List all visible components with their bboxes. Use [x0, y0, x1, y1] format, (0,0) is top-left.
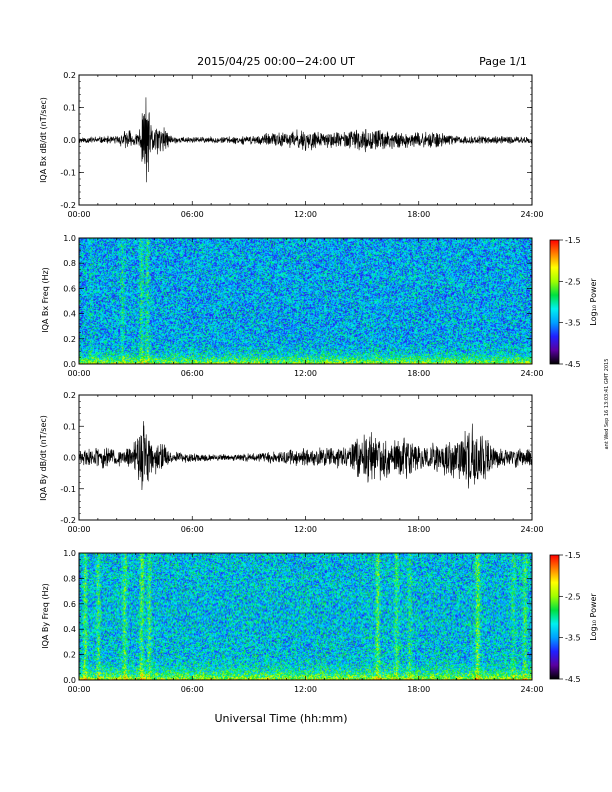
x-tick-label: 18:00 — [407, 525, 430, 534]
by-dbdt-ylabel: IQA By dB/dt (nT/sec) — [39, 415, 48, 501]
x-tick-label: 24:00 — [520, 369, 543, 378]
x-tick-label: 12:00 — [294, 685, 317, 694]
y-tick-label: 0.6 — [63, 600, 76, 609]
x-tick-label: 12:00 — [294, 210, 317, 219]
dbdt-series-line — [78, 97, 533, 183]
x-tick-label: 00:00 — [67, 210, 90, 219]
y-tick-label: 1.0 — [63, 549, 76, 558]
colorbar-tick-label: -2.5 — [565, 592, 581, 601]
bx-spectrogram-ylabel: IQA Bx Freq (Hz) — [41, 267, 50, 333]
bx-dbdt-axes: 00:00 06:00 12:00 18:00 24:00 0.2 0.1 0.0 -0.1 -0… — [60, 71, 543, 219]
x-tick-label: 18:00 — [407, 685, 430, 694]
y-tick-label: 0.0 — [63, 676, 76, 685]
colorbar-bx-label: Log₁₀ Power — [589, 278, 598, 326]
x-tick-label: 24:00 — [520, 525, 543, 534]
colorbar-tick-label: -4.5 — [565, 360, 581, 369]
x-tick-label: 18:00 — [407, 210, 430, 219]
x-tick-label: 18:00 — [407, 369, 430, 378]
x-tick-label: 24:00 — [520, 210, 543, 219]
y-tick-label: 0.0 — [63, 136, 76, 145]
x-tick-label: 06:00 — [181, 525, 204, 534]
y-tick-label: -0.2 — [60, 201, 76, 210]
x-tick-label: 00:00 — [67, 525, 90, 534]
x-tick-label: 00:00 — [67, 369, 90, 378]
y-tick-label: 0.2 — [63, 651, 76, 660]
y-tick-label: 0.2 — [63, 391, 76, 400]
panel-bx-spectrogram: 00:00 06:00 12:00 18:00 24:00 1.0 0.8 0.6 0.4 0.2… — [41, 234, 544, 378]
panel-by-dbdt: 00:00 06:00 12:00 18:00 24:00 0.2 0.1 0.0 -0.1 -0… — [39, 391, 544, 534]
x-tick-label: 12:00 — [294, 369, 317, 378]
y-tick-label: 0.4 — [63, 625, 76, 634]
y-tick-label: -0.1 — [60, 169, 76, 178]
colorbar-bx-ticks: -1.5 -2.5 -3.5 -4.5 — [559, 236, 581, 369]
panel-bx-dbdt: 00:00 06:00 12:00 18:00 24:00 0.2 0.1 0.0 -0.1 -0… — [39, 71, 544, 219]
colorbar-tick-label: -2.5 — [565, 277, 581, 286]
bx-spectrogram-axes: 00:00 06:00 12:00 18:00 24:00 1.0 0.8 0.6 0.4 0.2… — [63, 234, 543, 378]
by-dbdt-trace — [78, 421, 533, 490]
x-tick-label: 06:00 — [181, 369, 204, 378]
colorbar-by-label: Log₁₀ Power — [589, 593, 598, 641]
bx-dbdt-ylabel: IQA Bx dB/dt (nT/sec) — [39, 97, 48, 183]
colorbar-tick-label: -1.5 — [565, 551, 581, 560]
colorbar-by-gradient — [549, 554, 560, 680]
side-stamp: ant Wed Sep 16 13:03:41 GMT 2015 — [604, 359, 610, 450]
x-axis-label: Universal Time (hh:mm) — [215, 712, 348, 725]
by-dbdt-axes: 00:00 06:00 12:00 18:00 24:00 0.2 0.1 0.0 -0.1 -0… — [60, 391, 543, 534]
bx-spectrogram-image — [79, 238, 532, 364]
colorbar-tick-label: -3.5 — [565, 634, 581, 643]
colorbar-tick-label: -4.5 — [565, 675, 581, 684]
y-tick-label: 1.0 — [63, 234, 76, 243]
x-tick-label: 00:00 — [67, 685, 90, 694]
colorbar-bx: -1.5 -2.5 -3.5 -4.5 Log₁₀ Power — [549, 236, 598, 369]
colorbar-by: -1.5 -2.5 -3.5 -4.5 Log₁₀ Power — [549, 551, 598, 684]
y-tick-label: 0.1 — [63, 104, 76, 113]
x-tick-label: 12:00 — [294, 525, 317, 534]
x-tick-label: 24:00 — [520, 685, 543, 694]
figure-title: 2015/04/25 00:00−24:00 UT — [197, 55, 355, 68]
by-spectrogram-ylabel: IQA By Freq (Hz) — [41, 583, 50, 649]
page-indicator: Page 1/1 — [479, 55, 527, 68]
colorbar-tick-label: -3.5 — [565, 319, 581, 328]
y-tick-label: 0.4 — [63, 310, 76, 319]
by-spectrogram-image — [79, 553, 532, 680]
y-tick-label: -0.2 — [60, 516, 76, 525]
colorbar-tick-label: -1.5 — [565, 236, 581, 245]
colorbar-bx-gradient — [549, 239, 560, 365]
colorbar-by-ticks: -1.5 -2.5 -3.5 -4.5 — [559, 551, 581, 684]
y-tick-label: 0.0 — [63, 360, 76, 369]
y-tick-label: 0.1 — [63, 422, 76, 431]
bx-dbdt-trace — [78, 97, 533, 183]
panel-by-spectrogram: 00:00 06:00 12:00 18:00 24:00 1.0 0.8 0.6 0.4 0.2… — [41, 549, 544, 694]
y-tick-label: 0.0 — [63, 454, 76, 463]
y-tick-label: 0.2 — [63, 335, 76, 344]
y-tick-label: 0.8 — [63, 574, 76, 583]
x-tick-label: 06:00 — [181, 685, 204, 694]
y-tick-label: -0.1 — [60, 485, 76, 494]
y-tick-label: 0.6 — [63, 284, 76, 293]
x-tick-label: 06:00 — [181, 210, 204, 219]
by-spectrogram-axes: 00:00 06:00 12:00 18:00 24:00 1.0 0.8 0.6 0.4 0.2… — [63, 549, 543, 694]
dbdt-series-line — [78, 421, 533, 490]
y-tick-label: 0.2 — [63, 71, 76, 80]
y-tick-label: 0.8 — [63, 259, 76, 268]
